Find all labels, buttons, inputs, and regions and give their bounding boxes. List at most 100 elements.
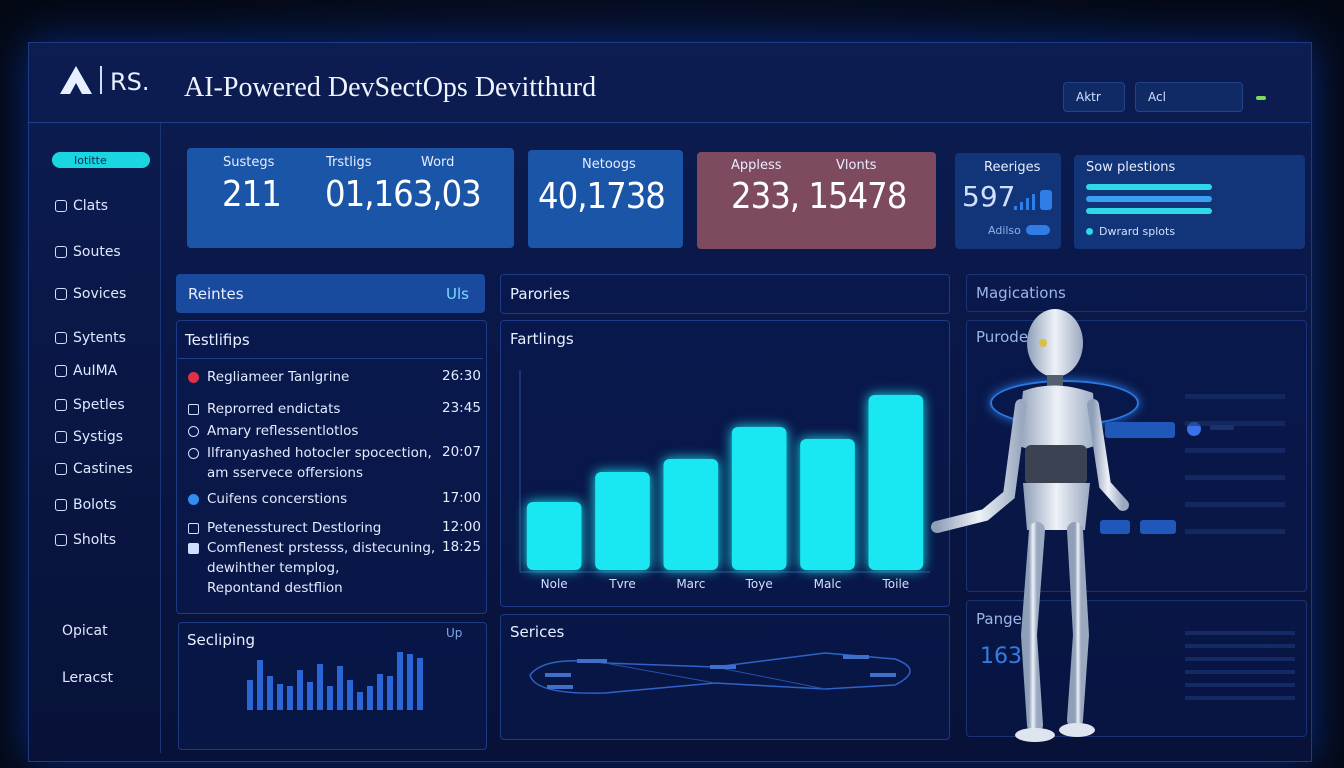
sidebar-item[interactable]: Systigs xyxy=(55,429,123,445)
x-tick-label: Tvre xyxy=(608,577,635,591)
stat-card xyxy=(528,150,683,248)
stat-card xyxy=(187,148,514,248)
panel-header xyxy=(500,274,950,314)
card-label: Sow plestions xyxy=(1086,160,1176,175)
bar xyxy=(337,666,343,710)
sidebar-item[interactable]: Clats xyxy=(55,198,108,214)
sidebar-active[interactable]: Iotitte xyxy=(52,152,150,168)
sidebar-item[interactable]: Sytents xyxy=(55,330,126,346)
bar xyxy=(663,459,719,570)
sidebar-icon xyxy=(55,200,67,212)
bar xyxy=(307,682,313,710)
bar-chart: Nole Tvre Marc Toye Malc Toile xyxy=(519,370,930,591)
sidebar-label: AuIMA xyxy=(73,363,118,379)
card-value: 40,1738 xyxy=(538,176,666,217)
card-label: Word xyxy=(421,155,455,170)
panel-title: Fartlings xyxy=(510,330,574,348)
list-text: dewihther templog, xyxy=(207,560,340,576)
bar xyxy=(377,674,383,710)
stat-card xyxy=(697,152,936,249)
bar xyxy=(347,680,353,710)
card-label: Appless xyxy=(731,158,782,173)
panel-header xyxy=(176,274,485,313)
progress-bar xyxy=(1086,196,1212,202)
card-note: Dwrard splots xyxy=(1099,225,1176,238)
sidebar-item[interactable]: Sholts xyxy=(55,532,116,548)
sidebar-icon xyxy=(55,463,67,475)
button-label: Acl xyxy=(1148,90,1166,104)
header-button[interactable]: Acl xyxy=(1135,82,1243,112)
bar xyxy=(327,686,333,710)
x-tick-label: Toye xyxy=(745,577,773,591)
network-diagram xyxy=(529,652,911,694)
list-icon xyxy=(188,372,199,383)
sidebar-label: Soutes xyxy=(73,244,121,260)
list-text: Reprorred endictats xyxy=(207,401,341,417)
panel-divider xyxy=(178,358,483,359)
card-label: Sustegs xyxy=(223,155,275,170)
sidebar-label: Opicat xyxy=(62,623,108,639)
list-time: 17:00 xyxy=(442,490,481,506)
panel-title: Puroder xyxy=(976,328,1035,346)
panel-header xyxy=(966,274,1307,312)
list-panel xyxy=(176,320,487,614)
sidebar-icon xyxy=(55,246,67,258)
sidebar-label: Bolots xyxy=(73,497,117,513)
card-value: 233, 15478 xyxy=(731,176,907,217)
bar xyxy=(397,652,403,710)
bar xyxy=(357,692,363,710)
sidebar-item[interactable]: Bolots xyxy=(55,497,116,513)
list-text: Ilfranyashed hotocler spocection, xyxy=(207,445,432,461)
sidebar-item[interactable]: AuIMA xyxy=(55,363,117,379)
sidebar-label: Leracst xyxy=(62,670,113,686)
legend-dot xyxy=(1086,228,1093,235)
bar xyxy=(367,686,373,710)
list-text: Petenessturect Destloring xyxy=(207,520,382,536)
table-rows xyxy=(1185,372,1285,552)
sidebar-label: Iotitte xyxy=(74,153,107,167)
sidebar-item[interactable]: Soutes xyxy=(55,244,121,260)
bar xyxy=(868,395,924,570)
sidebar-item[interactable]: Leracst xyxy=(62,670,113,686)
bar xyxy=(731,427,787,570)
button-label: Aktr xyxy=(1076,90,1101,104)
sidebar-item[interactable]: Sovices xyxy=(55,286,126,302)
sidebar-item[interactable]: Castines xyxy=(55,461,133,477)
bar xyxy=(387,676,393,710)
sidebar-item[interactable]: Opicat xyxy=(62,623,108,639)
table-chip xyxy=(1105,422,1175,438)
card-label: Reeriges xyxy=(984,160,1041,175)
bar xyxy=(297,670,303,710)
progress-bar xyxy=(1086,184,1212,190)
status-indicator xyxy=(1256,96,1266,100)
x-tick-label: Toile xyxy=(881,577,909,591)
sidebar-icon xyxy=(55,431,67,443)
x-tick-label: Marc xyxy=(676,577,705,591)
list-text: Comflenest prstesss, distecuning, xyxy=(207,540,436,556)
header-button[interactable]: Aktr xyxy=(1063,82,1125,112)
card-icon xyxy=(1014,190,1052,210)
spark-chart xyxy=(247,652,423,710)
toggle[interactable] xyxy=(1026,225,1050,235)
bar xyxy=(247,680,253,710)
card-label: Trstligs xyxy=(326,155,372,170)
list-icon xyxy=(188,494,199,505)
list-time: 26:30 xyxy=(442,368,481,384)
sidebar-item[interactable]: Spetles xyxy=(55,397,125,413)
x-tick-label: Nole xyxy=(541,577,568,591)
panel-title: Magications xyxy=(976,284,1066,302)
list-icon xyxy=(188,426,199,437)
panel-title: Testlifips xyxy=(185,331,250,349)
panel-action[interactable]: Uls xyxy=(446,285,469,303)
bar xyxy=(257,660,263,710)
list-time: 18:25 xyxy=(442,539,481,555)
list-text: Cuifens concerstions xyxy=(207,491,348,507)
bar xyxy=(277,684,283,710)
panel-action[interactable]: Up xyxy=(446,626,463,640)
card-value: 597 xyxy=(962,180,1016,213)
bar xyxy=(800,439,855,570)
logo-icon xyxy=(60,66,92,94)
robot-illustration xyxy=(931,309,1129,742)
sidebar-label: Spetles xyxy=(73,397,125,413)
